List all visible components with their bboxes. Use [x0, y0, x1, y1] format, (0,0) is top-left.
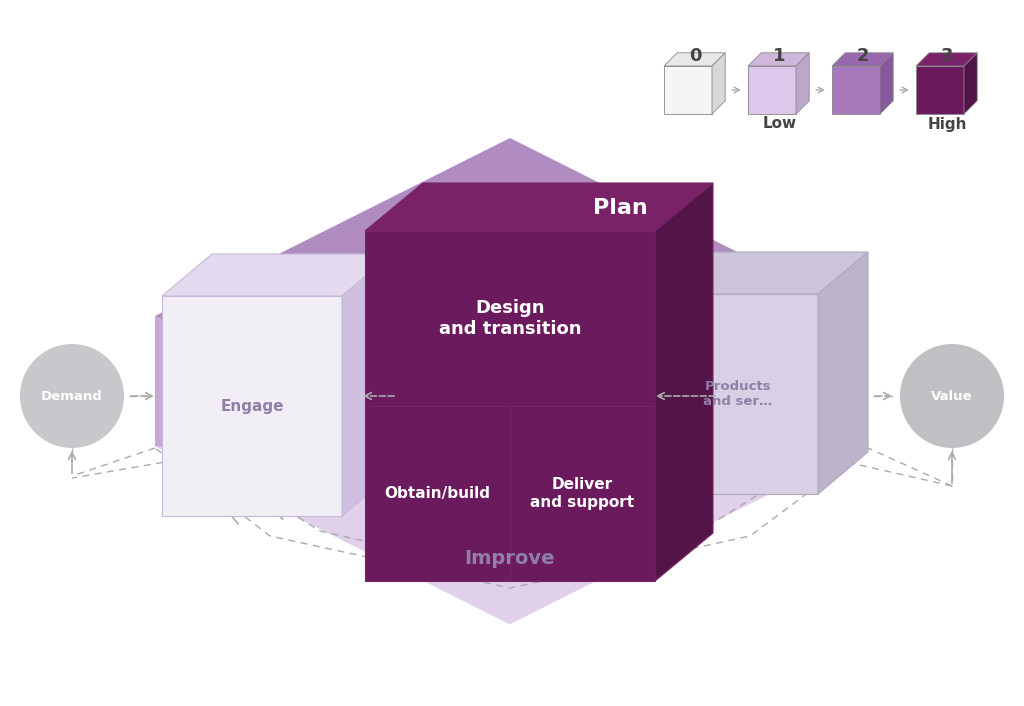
Polygon shape	[155, 138, 865, 494]
Polygon shape	[831, 53, 893, 66]
Polygon shape	[916, 66, 964, 114]
Text: High: High	[928, 116, 967, 131]
Polygon shape	[818, 252, 868, 494]
Polygon shape	[658, 252, 868, 294]
Polygon shape	[155, 316, 510, 624]
Text: Obtain/build: Obtain/build	[384, 486, 490, 501]
Text: 1: 1	[773, 47, 785, 65]
Polygon shape	[162, 254, 392, 296]
Polygon shape	[748, 53, 809, 66]
Polygon shape	[655, 183, 713, 581]
Polygon shape	[796, 53, 809, 114]
Text: Value: Value	[931, 390, 973, 402]
Text: Demand: Demand	[41, 390, 102, 402]
Polygon shape	[964, 53, 977, 114]
Text: Engage: Engage	[220, 398, 284, 414]
Polygon shape	[155, 446, 865, 624]
Text: Plan: Plan	[593, 198, 647, 218]
Text: 2: 2	[857, 47, 869, 65]
Polygon shape	[658, 294, 818, 494]
Text: Improve: Improve	[465, 549, 555, 568]
Polygon shape	[664, 66, 712, 114]
Polygon shape	[880, 53, 893, 114]
Text: Deliver
and support: Deliver and support	[530, 477, 635, 510]
Text: 3: 3	[941, 47, 953, 65]
Polygon shape	[510, 316, 865, 624]
Polygon shape	[916, 53, 977, 66]
Circle shape	[900, 344, 1004, 448]
Polygon shape	[365, 231, 655, 581]
Circle shape	[20, 344, 124, 448]
Polygon shape	[365, 183, 713, 231]
Polygon shape	[342, 254, 392, 516]
Text: Low: Low	[762, 116, 797, 131]
Polygon shape	[748, 66, 796, 114]
Text: Products
and ser…: Products and ser…	[703, 380, 772, 408]
Polygon shape	[664, 53, 725, 66]
Polygon shape	[162, 296, 342, 516]
Polygon shape	[712, 53, 725, 114]
Text: Design
and transition: Design and transition	[438, 299, 582, 338]
Polygon shape	[831, 66, 880, 114]
Text: 0: 0	[689, 47, 701, 65]
